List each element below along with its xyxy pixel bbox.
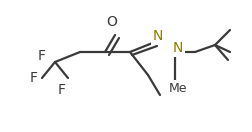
- Text: F: F: [30, 71, 38, 85]
- Text: N: N: [153, 29, 163, 43]
- Text: Me: Me: [169, 81, 187, 95]
- Text: F: F: [58, 83, 66, 97]
- Text: F: F: [38, 49, 46, 63]
- Text: O: O: [107, 15, 117, 29]
- Text: N: N: [173, 41, 183, 55]
